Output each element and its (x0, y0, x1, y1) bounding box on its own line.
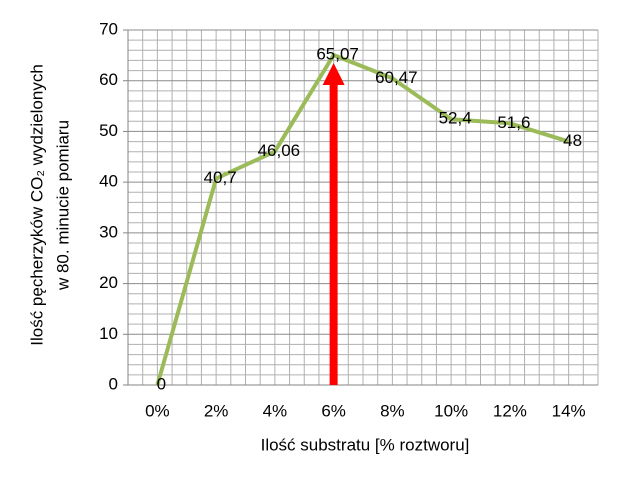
y-tick-label: 20 (99, 273, 118, 292)
y-tick-label: 50 (99, 121, 118, 140)
y-tick-label: 0 (109, 374, 118, 393)
x-tick-label: 0% (145, 401, 170, 420)
x-tick-label: 14% (552, 401, 586, 420)
data-label: 60,47 (375, 68, 418, 87)
x-tick-label: 2% (204, 401, 229, 420)
data-label: 48 (563, 131, 582, 150)
x-tick-label: 12% (493, 401, 527, 420)
y-tick-label: 40 (99, 172, 118, 191)
y-tick-label: 10 (99, 324, 118, 343)
data-label: 65,07 (316, 44, 359, 63)
data-label: 0 (157, 374, 166, 393)
x-tick-label: 4% (263, 401, 288, 420)
data-label: 46,06 (258, 141, 301, 160)
x-tick-label: 10% (434, 401, 468, 420)
y-tick-label: 30 (99, 222, 118, 241)
data-label: 51,6 (497, 113, 530, 132)
x-tick-label: 8% (380, 401, 405, 420)
y-tick-label: 60 (99, 70, 118, 89)
arrow-head (322, 63, 345, 86)
data-label: 40,7 (204, 168, 237, 187)
x-tick-label: 6% (321, 401, 346, 420)
y-tick-label: 70 (99, 19, 118, 38)
x-axis-title: Ilość substratu [% roztworu] (261, 435, 470, 454)
y-axis-title: w 80. minucie pomiaru (53, 120, 72, 291)
data-label: 52,4 (439, 109, 472, 128)
y-axis-title: Ilość pęcherzyków CO₂ wydzielonych (27, 64, 46, 346)
line (155, 53, 570, 386)
